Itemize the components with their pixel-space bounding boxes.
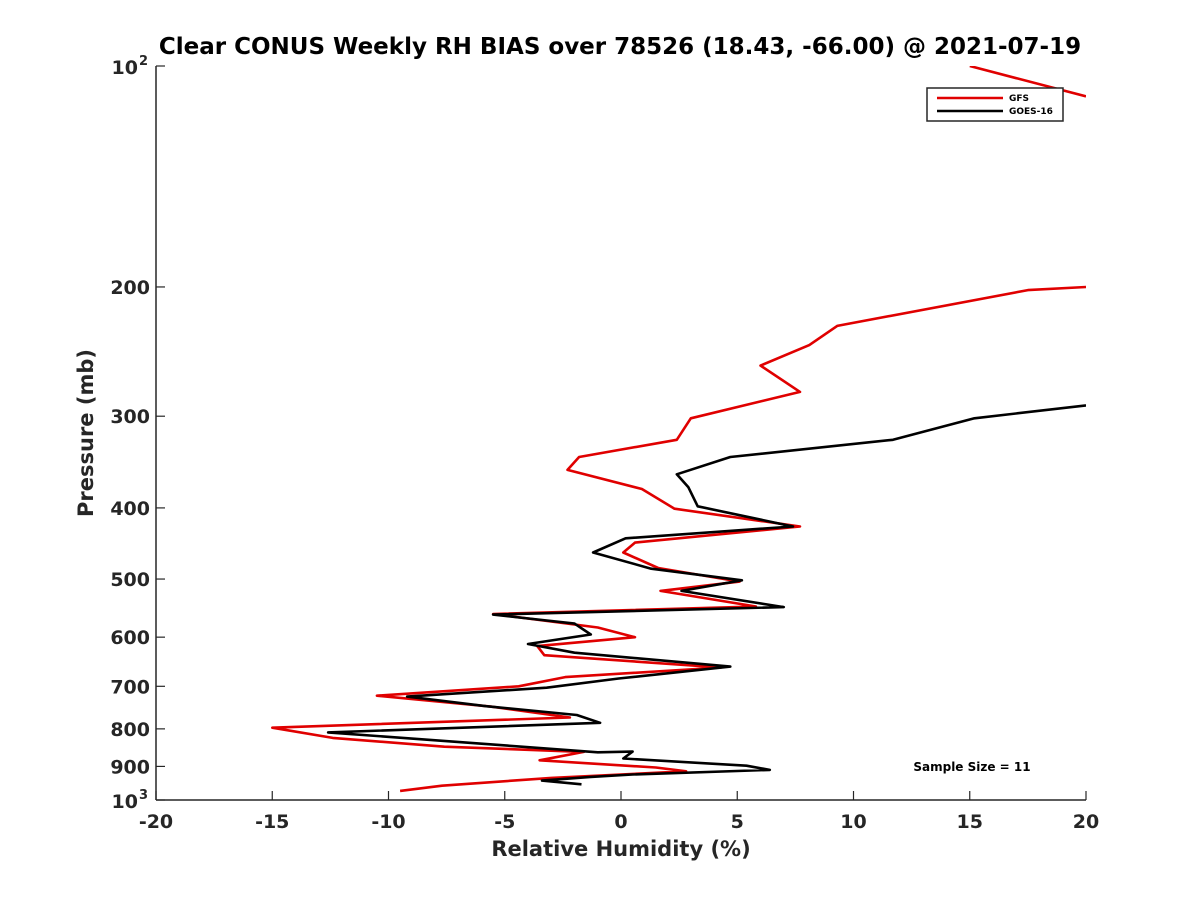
x-tick-label: 20 (1073, 811, 1099, 833)
y-tick-label: 600 (110, 627, 150, 649)
x-axis-label: Relative Humidity (%) (491, 837, 750, 861)
x-tick-label: 5 (731, 811, 744, 833)
series-line-gfs-upper (969, 66, 1086, 98)
y-tick-label: 700 (110, 676, 150, 698)
sample-size-annotation: Sample Size = 11 (913, 760, 1030, 774)
x-tick-label: -15 (255, 811, 289, 833)
y-tick-exponent: 2 (139, 54, 148, 69)
y-tick-label: 10 (112, 791, 138, 813)
legend-box (926, 87, 1064, 122)
x-tick-label: 0 (614, 811, 627, 833)
y-tick-label: 10 (112, 57, 138, 79)
y-tick-exponent: 3 (139, 788, 148, 803)
x-tick-label: 15 (957, 811, 983, 833)
y-tick-label: 400 (110, 498, 150, 520)
y-tick-label: 200 (110, 277, 150, 299)
y-tick-label: 300 (110, 406, 150, 428)
legend: GFS GOES-16 (926, 87, 1064, 122)
series-line-goes-16 (326, 404, 1086, 786)
chart-title: Clear CONUS Weekly RH BIAS over 78526 (1… (159, 34, 1081, 60)
series-line-gfs (270, 285, 1086, 793)
y-axis-label: Pressure (mb) (74, 349, 98, 517)
series-layer (270, 66, 1086, 793)
x-tick-label: -10 (371, 811, 405, 833)
legend-label: GOES-16 (1009, 107, 1053, 117)
y-tick-label: 900 (110, 756, 150, 778)
y-tick-label: 500 (110, 569, 150, 591)
x-tick-label: -5 (494, 811, 515, 833)
legend-label: GFS (1009, 94, 1029, 104)
y-tick-label: 800 (110, 719, 150, 741)
x-tick-label: 10 (840, 811, 866, 833)
x-tick-label: -20 (139, 811, 173, 833)
